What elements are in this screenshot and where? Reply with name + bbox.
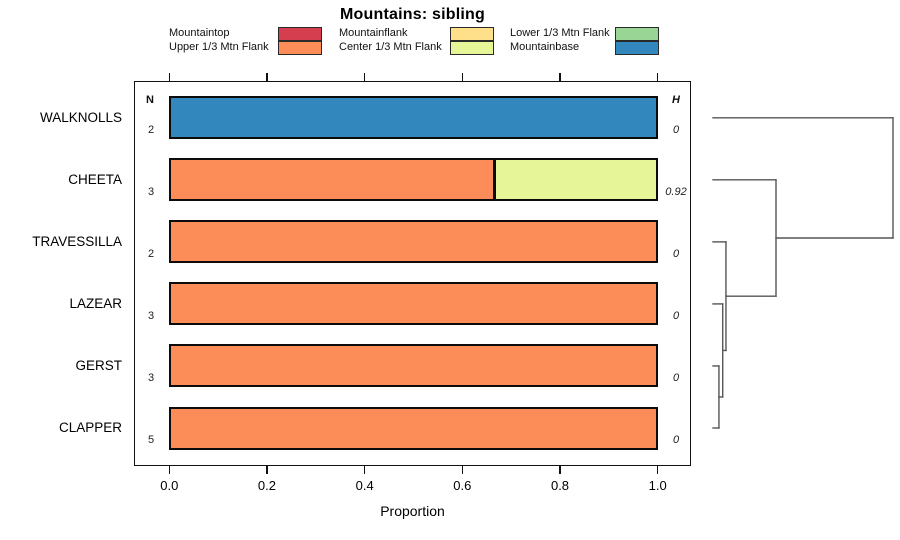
x-tick-top (559, 73, 561, 81)
legend-item-label: Lower 1/3 Mtn Flank (510, 27, 610, 39)
x-tick-bottom (559, 466, 561, 474)
x-tick-top (656, 73, 659, 81)
x-tick-bottom (656, 466, 659, 474)
n-value: 2 (147, 123, 155, 136)
x-tick-bottom (363, 466, 366, 474)
x-tick-label: 0.0 (160, 478, 179, 493)
chart-title: Mountains: sibling (340, 6, 485, 23)
x-tick-bottom (266, 466, 268, 474)
legend-swatch (450, 27, 494, 41)
x-tick-top (461, 73, 464, 81)
x-tick-label: 0.6 (453, 478, 472, 493)
x-tick-top (266, 73, 268, 81)
x-tick-bottom (168, 466, 171, 474)
n-value: 5 (147, 434, 155, 446)
h-value: 0 (672, 434, 680, 446)
legend-swatch (278, 27, 322, 41)
legend-swatch (615, 41, 659, 55)
n-value: 3 (147, 371, 155, 384)
legend-swatch (450, 41, 494, 55)
category-label: WALKNOLLS (39, 109, 122, 125)
category-label: TRAVESSILLA (32, 233, 122, 249)
x-tick-top (168, 73, 171, 81)
n-value: 3 (147, 185, 155, 198)
x-tick-label: 0.8 (550, 478, 570, 493)
x-tick-top (363, 73, 366, 81)
legend-item-label: Center 1/3 Mtn Flank (339, 40, 442, 53)
bar-segment (169, 96, 658, 140)
category-label: LAZEAR (69, 295, 122, 311)
h-column-header: H (672, 94, 680, 106)
x-tick-label: 1.0 (648, 478, 667, 493)
bar-segment (169, 220, 658, 264)
x-tick-label: 0.2 (257, 478, 276, 493)
legend-item-label: Mountaintop (169, 27, 230, 39)
h-value: 0 (672, 247, 680, 260)
category-label: CLAPPER (58, 420, 122, 435)
legend-item-label: Mountainbase (510, 40, 580, 53)
bar-segment (169, 282, 658, 326)
bar-segment (169, 406, 658, 450)
x-tick-bottom (461, 466, 464, 474)
h-value: 0 (672, 309, 680, 322)
x-axis-title: Proportion (380, 503, 445, 519)
bar-segment (494, 158, 658, 202)
n-value: 3 (147, 309, 155, 322)
h-value: 0.92 (665, 185, 687, 198)
h-value: 0 (672, 371, 680, 384)
n-value: 2 (147, 247, 155, 260)
legend-swatch (278, 41, 322, 55)
legend-item-label: Upper 1/3 Mtn Flank (169, 40, 269, 53)
legend-swatch (615, 27, 659, 41)
bar-segment (169, 344, 658, 388)
x-tick-label: 0.4 (355, 478, 374, 493)
legend-item-label: Mountainflank (339, 27, 408, 39)
category-label: CHEETA (68, 171, 122, 187)
h-value: 0 (672, 123, 680, 136)
bar-segment (169, 158, 496, 202)
n-column-header: N (146, 94, 154, 106)
plot-area (134, 81, 691, 466)
category-label: GERST (75, 357, 122, 373)
